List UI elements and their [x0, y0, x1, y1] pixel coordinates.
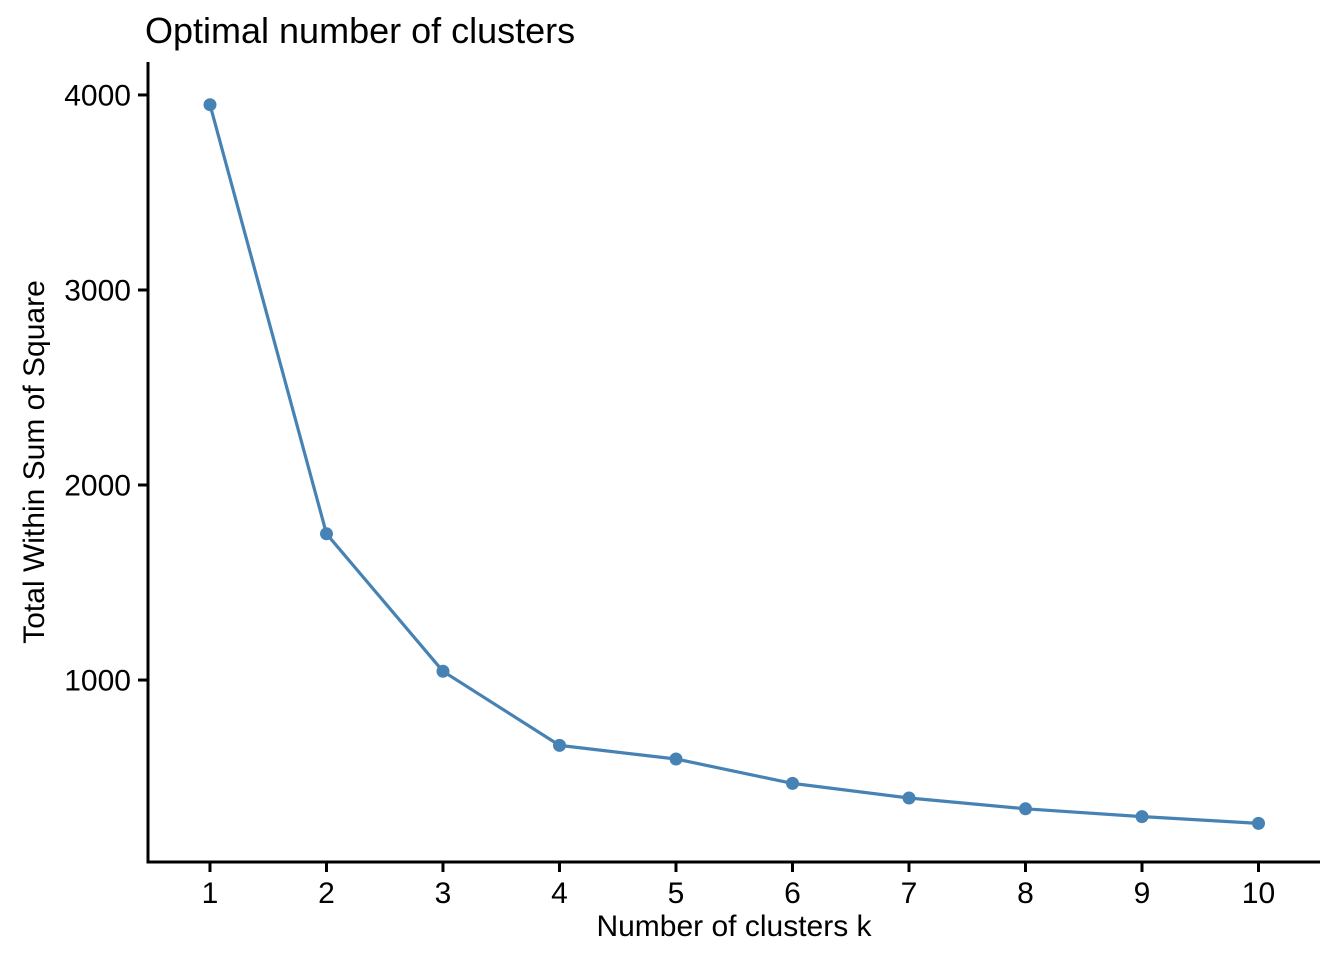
x-tick-label: 4	[551, 877, 568, 910]
x-tick-label: 8	[1017, 877, 1034, 910]
data-point	[1019, 802, 1032, 816]
y-axis-label: Total Within Sum of Square	[18, 280, 51, 644]
x-tick-label: 3	[435, 877, 452, 910]
series-line	[208, 103, 1261, 826]
data-point	[1135, 810, 1149, 824]
y-tick-label: 1000	[64, 665, 131, 698]
data-point	[1252, 816, 1265, 830]
x-tick-label: 9	[1134, 877, 1151, 910]
x-tick-label: 2	[318, 877, 335, 910]
data-point	[320, 527, 333, 541]
y-tick-label: 3000	[64, 274, 131, 307]
data-point	[436, 664, 450, 678]
x-tick-label: 10	[1242, 877, 1275, 910]
data-point	[669, 752, 683, 766]
data-series	[203, 98, 1265, 830]
x-tick-label: 5	[668, 877, 685, 910]
x-axis-label: Number of clusters k	[596, 910, 872, 943]
data-point	[203, 98, 217, 112]
x-tick-label: 7	[901, 877, 918, 910]
x-axis: 1 2 3 4 5 6 7 8 9 10	[146, 860, 1320, 910]
y-axis: 1000 2000 3000 4000	[64, 62, 150, 862]
chart-title: Optimal number of clusters	[145, 10, 575, 51]
data-point	[902, 791, 916, 805]
data-point	[553, 738, 566, 752]
x-tick-label: 6	[784, 877, 801, 910]
y-tick-label: 4000	[64, 79, 131, 112]
y-tick-label: 2000	[64, 470, 131, 503]
data-point	[786, 776, 799, 790]
x-tick-label: 1	[202, 877, 219, 910]
